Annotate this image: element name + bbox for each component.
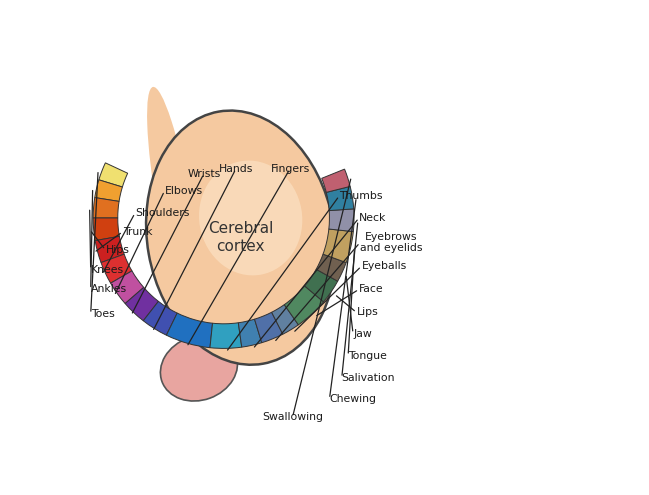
- Ellipse shape: [146, 110, 336, 365]
- Wedge shape: [166, 313, 212, 347]
- Text: Fingers: Fingers: [271, 164, 310, 174]
- Text: Jaw: Jaw: [353, 329, 372, 339]
- Text: Wrists: Wrists: [188, 169, 221, 179]
- Text: Cerebral
cortex: Cerebral cortex: [208, 221, 273, 254]
- Text: Toes: Toes: [91, 309, 114, 319]
- Text: Thumbs: Thumbs: [339, 191, 383, 201]
- Text: Hands: Hands: [219, 164, 253, 174]
- Text: Ankles: Ankles: [91, 284, 127, 295]
- Wedge shape: [210, 323, 241, 348]
- Wedge shape: [95, 236, 124, 262]
- Text: Elbows: Elbows: [165, 186, 202, 196]
- Wedge shape: [101, 254, 132, 283]
- Text: Eyeballs: Eyeballs: [361, 261, 407, 271]
- Wedge shape: [110, 271, 143, 303]
- Ellipse shape: [147, 87, 202, 329]
- Text: Chewing: Chewing: [330, 394, 376, 404]
- Wedge shape: [272, 304, 299, 334]
- Wedge shape: [284, 286, 323, 325]
- Text: Face: Face: [359, 284, 384, 295]
- Wedge shape: [95, 180, 123, 201]
- Text: Knees: Knees: [91, 265, 124, 275]
- Text: Swallowing: Swallowing: [262, 412, 323, 422]
- Text: Hips: Hips: [105, 245, 129, 255]
- Text: Neck: Neck: [359, 213, 386, 223]
- Wedge shape: [329, 209, 354, 232]
- Wedge shape: [93, 218, 119, 241]
- Wedge shape: [93, 198, 119, 218]
- Text: Lips: Lips: [356, 307, 378, 317]
- Wedge shape: [238, 319, 262, 347]
- Wedge shape: [99, 163, 128, 187]
- Wedge shape: [304, 269, 337, 302]
- Text: Shoulders: Shoulders: [135, 208, 190, 218]
- Wedge shape: [125, 288, 158, 321]
- Text: Eyebrows
and eyelids: Eyebrows and eyelids: [360, 232, 422, 253]
- Wedge shape: [143, 301, 177, 335]
- Wedge shape: [254, 312, 283, 343]
- Ellipse shape: [199, 160, 302, 275]
- Text: Tongue: Tongue: [348, 351, 387, 361]
- Wedge shape: [322, 169, 350, 193]
- Wedge shape: [316, 254, 346, 281]
- Wedge shape: [323, 229, 353, 262]
- Ellipse shape: [160, 335, 238, 401]
- Text: Trunk: Trunk: [123, 227, 152, 237]
- Text: Salivation: Salivation: [342, 373, 395, 383]
- Wedge shape: [326, 187, 354, 210]
